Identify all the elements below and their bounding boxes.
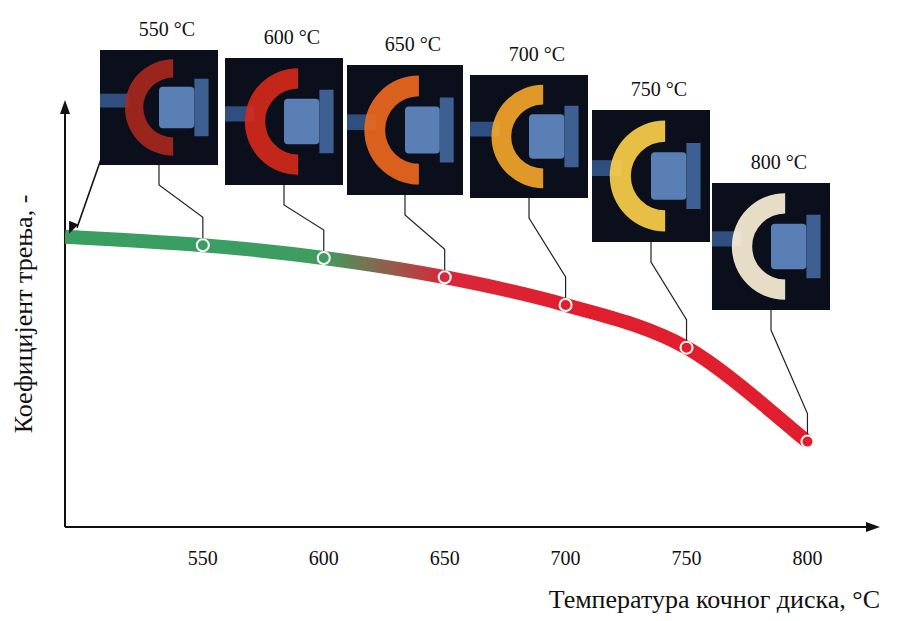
annotation-label: 800 °C [751, 151, 807, 173]
chart: 550 600 650 700 750 800 Температура кочног дис… [0, 0, 899, 621]
annotations: 550 °C 600 °C 650 °C 700 °C 750 °C 800 °C [100, 18, 830, 435]
point-marker [318, 252, 330, 264]
photo-caliper-body [806, 215, 820, 279]
point-marker [801, 436, 813, 448]
photo-caliper [405, 107, 440, 154]
leader-line [159, 165, 203, 238]
x-tick-label: 550 [188, 547, 218, 569]
photo [712, 183, 830, 310]
photo-caliper [529, 114, 564, 158]
y-axis-title: Коефицијент трења, - [9, 195, 38, 434]
point-marker [197, 239, 209, 251]
point-marker [439, 271, 451, 283]
x-tick-label: 750 [672, 547, 702, 569]
x-axis-title: Температура кочног диска, °C [549, 585, 880, 614]
photo-caliper [159, 87, 194, 128]
x-tick-label: 650 [430, 547, 460, 569]
photo [225, 58, 343, 185]
photo-bg [347, 65, 463, 195]
photo-caliper-body [319, 90, 333, 154]
photo-caliper-body [564, 106, 578, 168]
y-axis [64, 106, 66, 527]
photo-bg [712, 183, 830, 310]
leader-line [651, 242, 687, 341]
annotation-label: 650 °C [385, 33, 441, 55]
leader-line [405, 195, 445, 270]
y-axis-arrow [60, 100, 70, 114]
photo-caliper [651, 152, 686, 200]
leader-line [284, 185, 324, 251]
photo [347, 65, 463, 195]
photo-bg [470, 75, 588, 198]
leader-line [529, 198, 566, 298]
photo-caliper [771, 224, 806, 270]
plot-area [65, 237, 807, 442]
photo-bg [100, 50, 218, 165]
annotation-label: 700 °C [509, 43, 565, 65]
photo-caliper [284, 99, 319, 145]
photo-bg [225, 58, 343, 185]
leader-line [771, 310, 807, 435]
x-tick-label: 700 [551, 547, 581, 569]
point-marker [681, 342, 693, 354]
photo-caliper-body [440, 98, 454, 163]
x-tick-label: 800 [792, 547, 822, 569]
point-marker [560, 299, 572, 311]
x-tick-label: 600 [309, 547, 339, 569]
photo [470, 75, 588, 198]
friction-curve [65, 237, 807, 442]
annotation-label: 750 °C [631, 78, 687, 100]
photo-caliper-body [194, 79, 208, 137]
x-axis [65, 526, 874, 528]
photo [100, 50, 218, 165]
annotation-label: 600 °C [264, 26, 320, 48]
start-arrow-head [69, 221, 78, 234]
annotation-label: 550 °C [139, 18, 195, 40]
x-axis-arrow [866, 522, 880, 532]
photo [592, 110, 710, 242]
photo-caliper-body [686, 143, 700, 209]
start-arrow [77, 156, 102, 227]
photo-bg [592, 110, 710, 242]
